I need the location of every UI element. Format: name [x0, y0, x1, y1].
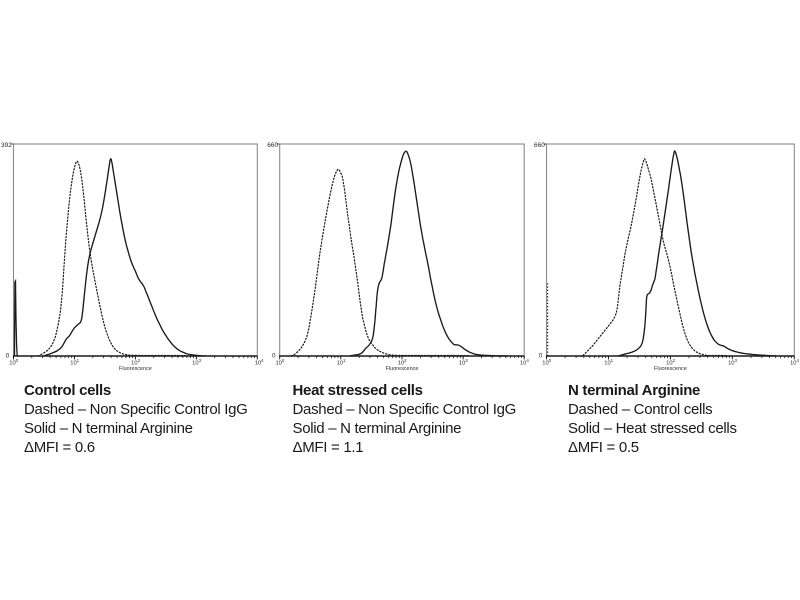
svg-text:101: 101 [70, 358, 79, 367]
svg-text:392: 392 [1, 142, 12, 149]
svg-text:660: 660 [534, 142, 545, 149]
svg-text:102: 102 [398, 358, 407, 367]
svg-text:103: 103 [192, 358, 201, 367]
svg-text:100: 100 [9, 358, 18, 367]
svg-text:104: 104 [520, 358, 529, 367]
svg-text:0: 0 [539, 353, 543, 360]
svg-text:101: 101 [604, 358, 613, 367]
svg-text:103: 103 [459, 358, 468, 367]
svg-text:Fluorescence: Fluorescence [386, 366, 419, 372]
svg-text:100: 100 [542, 358, 551, 367]
svg-text:102: 102 [666, 358, 675, 367]
svg-text:660: 660 [267, 142, 278, 149]
svg-text:Fluorescence: Fluorescence [654, 366, 687, 372]
svg-text:0: 0 [6, 353, 10, 360]
svg-text:101: 101 [337, 358, 346, 367]
svg-text:Fluorescence: Fluorescence [119, 366, 152, 372]
svg-text:0: 0 [272, 353, 276, 360]
svg-text:103: 103 [728, 358, 737, 367]
svg-text:104: 104 [790, 358, 799, 367]
svg-text:104: 104 [255, 358, 264, 367]
svg-text:102: 102 [131, 358, 140, 367]
svg-text:100: 100 [275, 358, 284, 367]
